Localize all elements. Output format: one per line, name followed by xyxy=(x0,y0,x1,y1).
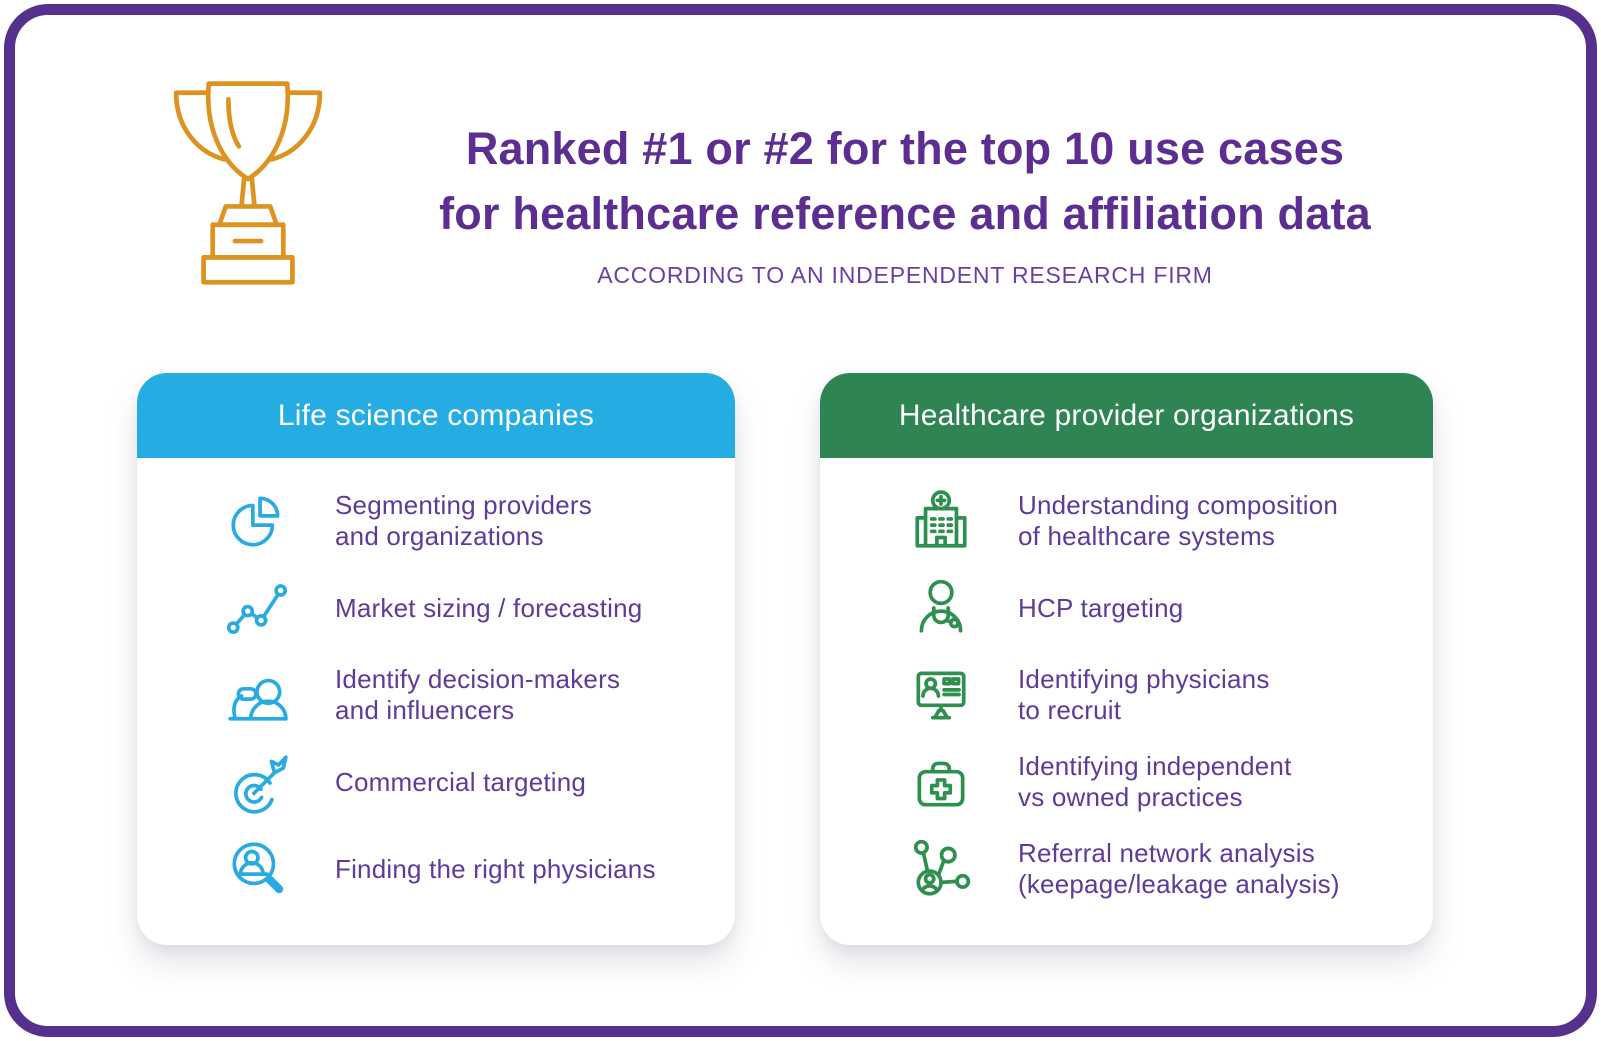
card-life-science: Life science companies Segmenting provid… xyxy=(137,373,735,945)
doctor-icon xyxy=(908,575,974,641)
target-arrow-icon xyxy=(225,749,291,815)
medical-bag-icon xyxy=(908,749,974,815)
list-item-label: Segmenting providers and organizations xyxy=(335,490,592,551)
list-item: Understanding composition of healthcare … xyxy=(908,488,1409,554)
list-item-label: Finding the right physicians xyxy=(335,853,656,884)
list-item: Market sizing / forecasting xyxy=(225,575,711,641)
page-title: Ranked #1 or #2 for the top 10 use cases… xyxy=(395,116,1415,246)
page-title-line-1: Ranked #1 or #2 for the top 10 use cases xyxy=(465,123,1345,174)
line-graph-icon xyxy=(225,575,291,641)
list-item-label: HCP targeting xyxy=(1018,592,1184,623)
list-item-label: Identifying independent vs owned practic… xyxy=(1018,751,1292,812)
list-item: HCP targeting xyxy=(908,575,1409,641)
list-item: Identifying independent vs owned practic… xyxy=(908,749,1409,815)
list-item: Finding the right physicians xyxy=(225,836,711,902)
list-item: Commercial targeting xyxy=(225,749,711,815)
list-item-label: Identify decision-makers and influencers xyxy=(335,664,621,725)
decision-makers-icon xyxy=(225,662,291,728)
referral-network-icon xyxy=(908,836,974,902)
pie-chart-icon xyxy=(225,488,291,554)
list-item: Identify decision-makers and influencers xyxy=(225,662,711,728)
list-item-label: Identifying physicians to recruit xyxy=(1018,664,1270,725)
card-healthcare-providers: Healthcare provider organizations Und xyxy=(820,373,1433,945)
card-life-science-header: Life science companies xyxy=(137,373,735,458)
page-title-line-2: for healthcare reference and affiliation… xyxy=(439,188,1371,239)
list-item: Identifying physicians to recruit xyxy=(908,662,1409,728)
list-item-label: Referral network analysis (keepage/leaka… xyxy=(1018,838,1340,899)
list-item: Referral network analysis (keepage/leaka… xyxy=(908,836,1409,902)
monitor-profile-icon xyxy=(908,662,974,728)
card-healthcare-providers-body: Understanding composition of healthcare … xyxy=(820,458,1433,902)
card-life-science-body: Segmenting providers and organizations M… xyxy=(137,458,735,902)
list-item: Segmenting providers and organizations xyxy=(225,488,711,554)
trophy-icon xyxy=(150,60,346,332)
list-item-label: Market sizing / forecasting xyxy=(335,592,643,623)
physician-search-icon xyxy=(225,836,291,902)
hospital-icon xyxy=(908,488,974,554)
page-subtitle: ACCORDING TO AN INDEPENDENT RESEARCH FIR… xyxy=(597,262,1213,288)
list-item-label: Understanding composition of healthcare … xyxy=(1018,490,1339,551)
card-healthcare-providers-header: Healthcare provider organizations xyxy=(820,373,1433,458)
header: Ranked #1 or #2 for the top 10 use cases… xyxy=(395,116,1415,289)
list-item-label: Commercial targeting xyxy=(335,766,587,797)
